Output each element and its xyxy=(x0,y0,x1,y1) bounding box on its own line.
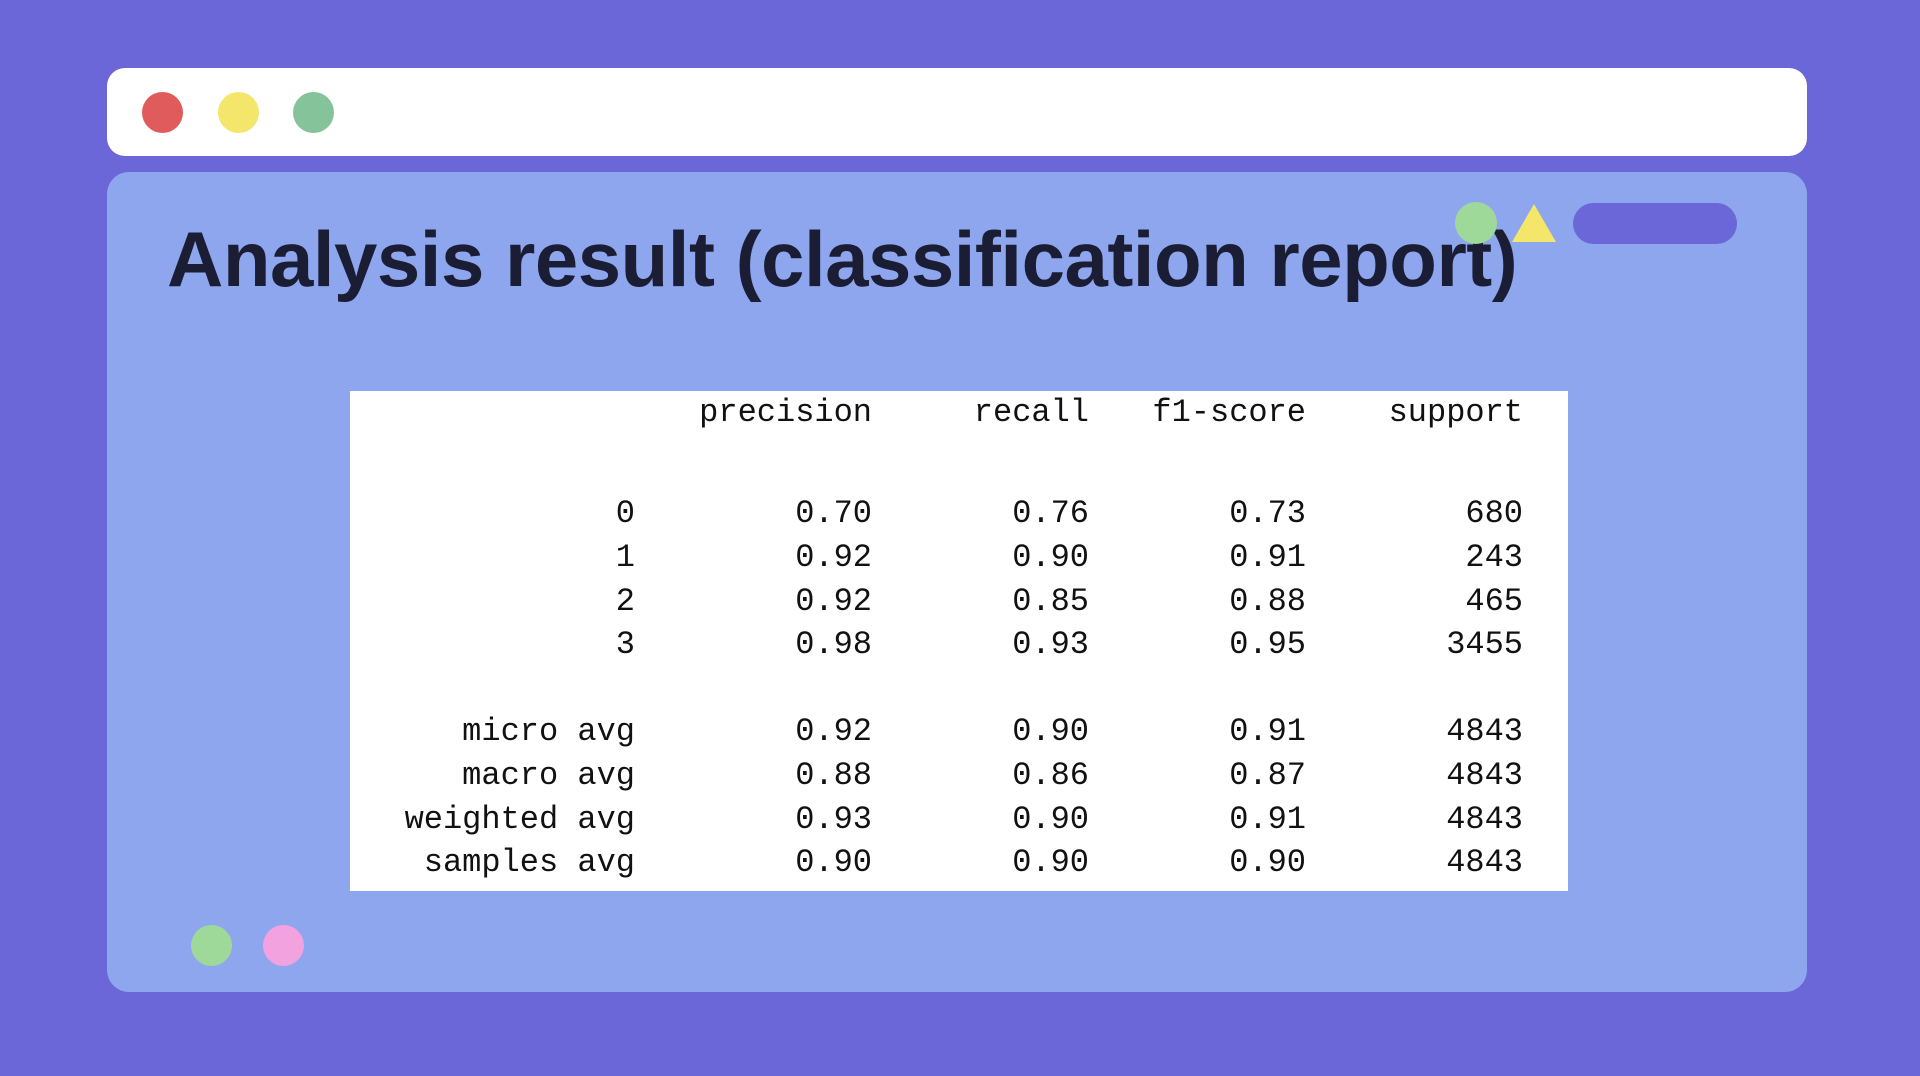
support-value: 680 xyxy=(1465,495,1523,533)
close-dot[interactable] xyxy=(142,92,183,133)
header-cell-f1-score: f1-score xyxy=(1152,394,1306,431)
page-title: Analysis result (classification report) xyxy=(167,215,1518,303)
table-row: 2 0.92 0.85 0.88 465 xyxy=(350,580,1523,624)
precision-value: 0.92 xyxy=(795,582,872,620)
decorative-triangle-icon xyxy=(1512,204,1556,242)
row-label: samples avg xyxy=(423,844,635,882)
recall-value: 0.85 xyxy=(1012,582,1089,620)
precision-value: 0.98 xyxy=(795,626,872,664)
decorative-circle-icon xyxy=(1455,202,1497,244)
table-row: weighted avg 0.93 0.90 0.91 4843 xyxy=(350,798,1523,842)
maximize-dot[interactable] xyxy=(293,92,334,133)
precision-value: 0.88 xyxy=(795,756,872,794)
precision-value: 0.93 xyxy=(795,800,872,838)
recall-value: 0.90 xyxy=(1012,538,1089,576)
f1-score-value: 0.91 xyxy=(1229,800,1306,838)
precision-value: 0.92 xyxy=(795,538,872,576)
header-cell-precision: precision xyxy=(699,394,872,431)
decorative-green-dot-icon xyxy=(191,925,232,966)
recall-value: 0.76 xyxy=(1012,495,1089,533)
row-label: macro avg xyxy=(462,756,635,794)
decorative-pink-dot-icon xyxy=(263,925,304,966)
table-row: macro avg 0.88 0.86 0.87 4843 xyxy=(350,754,1523,798)
recall-value: 0.90 xyxy=(1012,713,1089,751)
classification-report: precision recall f1-score support 0 0.70 0… xyxy=(350,391,1568,891)
row-label: 3 xyxy=(615,626,635,664)
table-row: 1 0.92 0.90 0.91 243 xyxy=(350,536,1523,580)
content-panel: Analysis result (classification report) … xyxy=(107,172,1807,992)
table-header-row: precision recall f1-score support xyxy=(350,391,1523,449)
row-label: 0 xyxy=(615,495,635,533)
f1-score-value: 0.91 xyxy=(1229,713,1306,751)
table-spacer-row xyxy=(350,667,1523,711)
row-label: micro avg xyxy=(462,713,635,751)
precision-value: 0.70 xyxy=(795,495,872,533)
f1-score-value: 0.87 xyxy=(1229,756,1306,794)
decorative-pill-icon xyxy=(1573,203,1737,244)
f1-score-value: 0.91 xyxy=(1229,538,1306,576)
recall-value: 0.93 xyxy=(1012,626,1089,664)
f1-score-value: 0.90 xyxy=(1229,844,1306,882)
table-row: 3 0.98 0.93 0.95 3455 xyxy=(350,623,1523,667)
support-value: 4843 xyxy=(1446,800,1523,838)
support-value: 3455 xyxy=(1446,626,1523,664)
header-cell-support: support xyxy=(1388,394,1523,431)
window-titlebar xyxy=(107,68,1807,156)
f1-score-value: 0.73 xyxy=(1229,495,1306,533)
minimize-dot[interactable] xyxy=(218,92,259,133)
support-value: 4843 xyxy=(1446,844,1523,882)
f1-score-value: 0.95 xyxy=(1229,626,1306,664)
recall-value: 0.90 xyxy=(1012,844,1089,882)
support-value: 4843 xyxy=(1446,713,1523,751)
recall-value: 0.86 xyxy=(1012,756,1089,794)
header-cell xyxy=(350,391,635,449)
recall-value: 0.90 xyxy=(1012,800,1089,838)
support-value: 243 xyxy=(1465,538,1523,576)
f1-score-value: 0.88 xyxy=(1229,582,1306,620)
table-row: micro avg 0.92 0.90 0.91 4843 xyxy=(350,711,1523,755)
header-cell-recall: recall xyxy=(973,394,1089,431)
table-row: 0 0.70 0.76 0.73 680 xyxy=(350,493,1523,537)
precision-value: 0.90 xyxy=(795,844,872,882)
row-label: 1 xyxy=(615,538,635,576)
table-row: samples avg 0.90 0.90 0.90 4843 xyxy=(350,841,1523,885)
report-table: precision recall f1-score support 0 0.70 0… xyxy=(350,391,1523,885)
row-label: weighted avg xyxy=(404,800,635,838)
row-label: 2 xyxy=(615,582,635,620)
support-value: 465 xyxy=(1465,582,1523,620)
support-value: 4843 xyxy=(1446,756,1523,794)
precision-value: 0.92 xyxy=(795,713,872,751)
table-spacer-row xyxy=(350,449,1523,493)
